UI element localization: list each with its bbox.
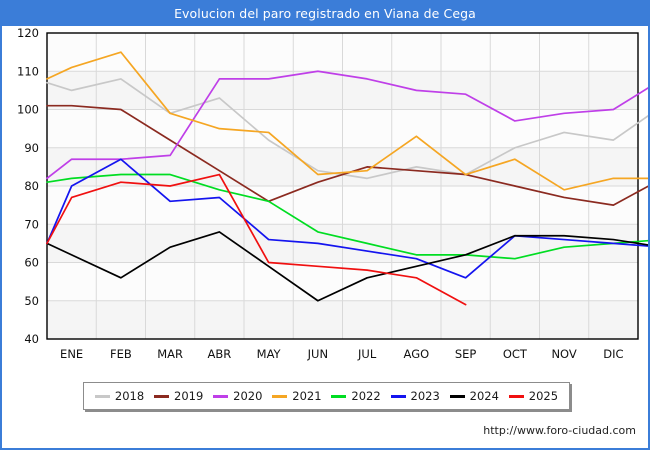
series-line-2019 [46, 104, 648, 206]
source-url: http://www.foro-ciudad.com [483, 424, 636, 437]
legend-item-2025[interactable]: 2025 [508, 389, 559, 403]
series-line-2025 [46, 173, 467, 306]
legend-swatch-icon [272, 394, 288, 398]
legend-swatch-icon [508, 394, 524, 398]
y-axis-tick-label: 50 [24, 294, 39, 308]
legend-label: 2018 [114, 389, 145, 403]
legend-swatch-icon [213, 394, 229, 398]
y-axis-tick-label: 40 [24, 332, 39, 346]
legend-label: 2024 [469, 389, 499, 403]
legend-label: 2019 [174, 389, 204, 403]
x-axis-tick-label: SEP [455, 347, 477, 361]
y-axis-tick-label: 70 [24, 217, 39, 231]
series-line-2023 [46, 158, 648, 279]
y-axis-tick-label: 100 [17, 103, 39, 117]
x-axis-tick-label: AGO [404, 347, 430, 361]
legend-swatch-icon [154, 394, 170, 398]
x-axis-tick-label: MAY [257, 347, 282, 361]
x-axis-tick-label: MAR [157, 347, 183, 361]
series-line-2020 [46, 70, 648, 180]
legend-swatch-icon [331, 394, 347, 398]
line-chart-svg: 40 50 60 70 80 90 100 110 120 ENE FEB MAR ABR MAY JUN J… [17, 26, 648, 361]
chart-legend: 2018 2019 2020 2021 2022 2023 2024 2025 [83, 382, 570, 410]
legend-swatch-icon [94, 394, 110, 398]
window-title-bar: Evolucion del paro registrado en Viana d… [2, 2, 648, 26]
legend-item-2024[interactable]: 2024 [449, 389, 499, 403]
y-axis-tick-label: 80 [24, 179, 39, 193]
y-axis-tick-label: 110 [17, 64, 39, 78]
legend-label: 2021 [292, 389, 322, 403]
legend-item-2022[interactable]: 2022 [331, 389, 381, 403]
y-axis-tick-label: 60 [24, 256, 39, 270]
x-axis-tick-label: ABR [208, 347, 232, 361]
x-axis-tick-label: DIC [603, 347, 623, 361]
page-title: Evolucion del paro registrado en Viana d… [174, 6, 476, 21]
x-axis-tick-label: JUL [357, 347, 377, 361]
x-axis-tick-label: OCT [503, 347, 528, 361]
legend-item-2023[interactable]: 2023 [390, 389, 440, 403]
x-axis-tick-label: FEB [110, 347, 132, 361]
x-axis-tick-label: NOV [551, 347, 576, 361]
series-line-2021 [46, 51, 648, 191]
series-line-2022 [46, 173, 648, 260]
legend-item-2020[interactable]: 2020 [213, 389, 262, 403]
legend-label: 2025 [528, 389, 559, 403]
legend-label: 2023 [410, 389, 440, 403]
series-line-2024 [46, 231, 648, 302]
legend-label: 2020 [233, 389, 263, 403]
legend-swatch-icon [390, 394, 406, 398]
plot-frame [46, 32, 639, 340]
legend-item-2019[interactable]: 2019 [154, 389, 203, 403]
y-axis-tick-label: 90 [24, 141, 39, 155]
chart-area: 40 50 60 70 80 90 100 110 120 ENE FEB MAR ABR MAY JUN J… [2, 26, 648, 448]
legend-label: 2022 [351, 389, 381, 403]
x-axis-tick-label: JUN [307, 347, 328, 361]
y-axis-tick-label: 120 [17, 26, 39, 40]
legend-item-2021[interactable]: 2021 [272, 389, 322, 403]
legend-swatch-icon [449, 394, 465, 398]
legend-item-2018[interactable]: 2018 [94, 389, 145, 403]
x-axis-tick-label: ENE [60, 347, 83, 361]
